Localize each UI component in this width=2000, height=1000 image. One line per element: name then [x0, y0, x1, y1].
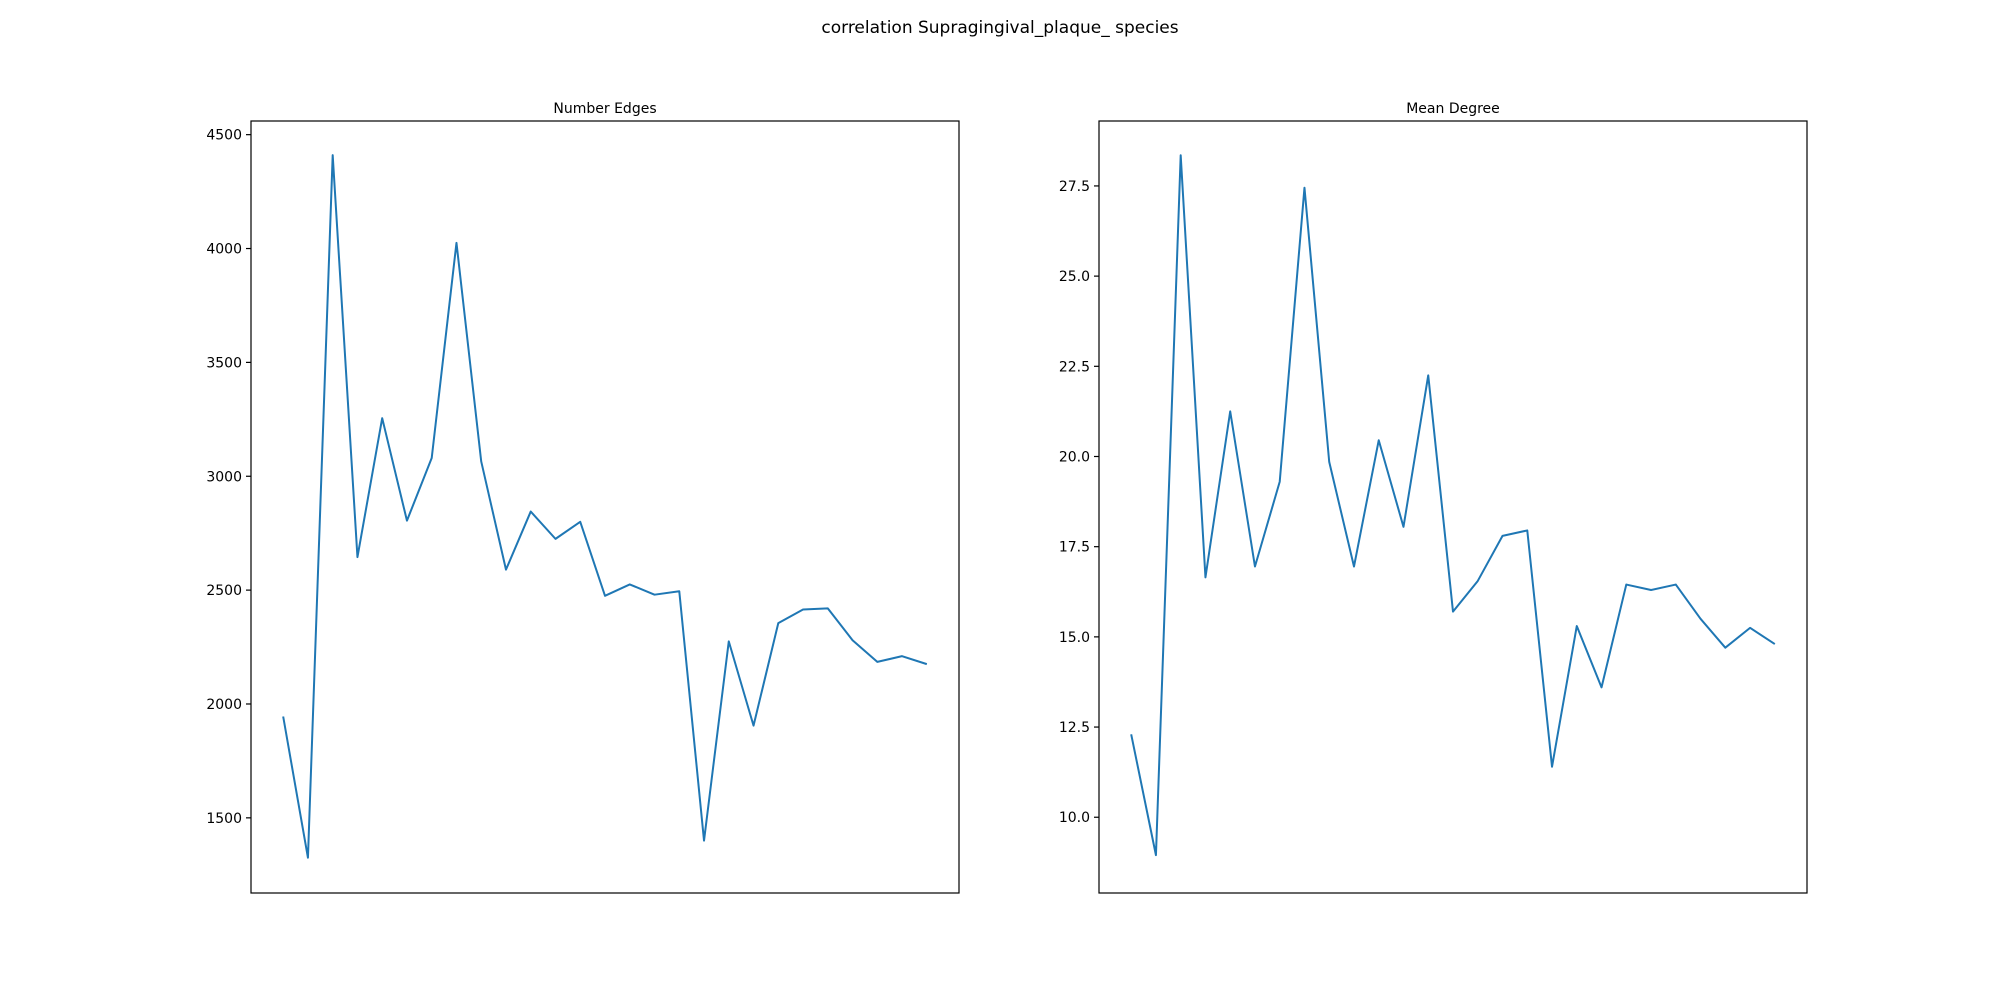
series-marks [1130, 154, 1776, 857]
plot-frame [250, 120, 960, 894]
subplot-mean-degree: Mean Degree 10.0 12.5 15.0 17.5 20.0 22.5 25.0… [1059, 101, 1808, 894]
plot-frame [1098, 120, 1808, 894]
y-tick-label: 12.5 [1059, 720, 1090, 736]
y-tick-label: 17.5 [1059, 540, 1090, 556]
subplot-number-edges: Number Edges 1500 2000 2500 3000 3500 4000 450… [206, 101, 960, 894]
y-tick-label: 25.0 [1059, 269, 1090, 285]
subplot-title: Mean Degree [1406, 101, 1500, 117]
y-tick-label: 2500 [206, 583, 242, 599]
y-axis-ticks: 10.0 12.5 15.0 17.5 20.0 22.5 25.0 27.5 [1059, 179, 1099, 826]
y-tick-label: 1500 [206, 811, 242, 827]
y-axis-ticks: 1500 2000 2500 3000 3500 4000 4500 [206, 128, 251, 827]
y-tick-label: 27.5 [1059, 179, 1090, 195]
y-tick-label: 4500 [206, 128, 242, 144]
subplot-title: Number Edges [553, 101, 656, 117]
y-tick-label: 15.0 [1059, 630, 1090, 646]
figure-suptitle: correlation Supragingival_plaque_ specie… [821, 18, 1178, 38]
series-line [282, 154, 928, 859]
y-tick-label: 2000 [206, 697, 242, 713]
y-tick-label: 10.0 [1059, 810, 1090, 826]
series-marks [282, 154, 928, 859]
y-tick-label: 4000 [206, 242, 242, 258]
y-tick-label: 20.0 [1059, 449, 1090, 465]
y-tick-label: 3000 [206, 469, 242, 485]
y-tick-label: 22.5 [1059, 359, 1090, 375]
series-line [1130, 154, 1776, 857]
y-tick-label: 3500 [206, 355, 242, 371]
